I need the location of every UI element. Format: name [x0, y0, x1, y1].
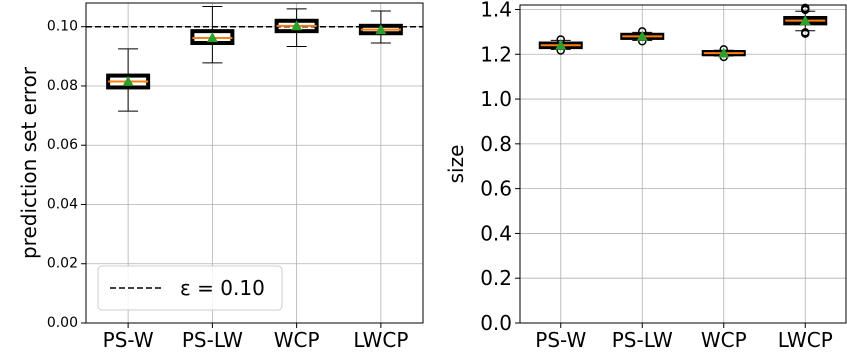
x-tick-label: WCP	[701, 328, 747, 352]
y-tick-label: 0.4	[480, 221, 512, 245]
legend: ε = 0.10	[97, 265, 283, 311]
legend-box	[97, 265, 283, 311]
axes-frame	[519, 4, 847, 324]
mean-marker	[718, 47, 730, 58]
y-tick-label: 0.2	[480, 266, 512, 290]
box-PS-W	[106, 48, 151, 112]
x-tick-label: PS-W	[103, 328, 154, 352]
y-axis-label: size	[444, 145, 468, 184]
y-tick-label: 1.2	[480, 42, 512, 66]
y-tick-label: 0.8	[480, 132, 512, 156]
set-size-chart: 0.0 0.2 0.4 0.6 0.8 1.0 1.2 1.4 PS-W PS-LW WCP LWCP…	[444, 0, 847, 352]
box-WCP	[701, 45, 746, 62]
y-tick-label: 0.04	[47, 196, 78, 212]
box-LWCP	[783, 3, 828, 38]
y-axis-label: prediction set error	[17, 66, 41, 259]
box-PS-LW	[190, 6, 235, 64]
axes-frame	[85, 2, 424, 324]
y-tick-label: 0.00	[47, 315, 78, 331]
box-LWCP	[358, 10, 403, 44]
outlier-point	[801, 28, 810, 37]
mean-marker	[122, 76, 134, 86]
y-tick-label: 0.02	[47, 256, 78, 272]
y-tick-label: 0.08	[47, 78, 78, 94]
box-PS-W	[538, 35, 583, 55]
y-tick-label: 1.4	[480, 0, 512, 21]
x-tick-label: LWCP	[778, 328, 833, 352]
mean-marker	[375, 24, 387, 35]
y-tick-label: 0.0	[480, 311, 512, 335]
mean-marker	[206, 32, 218, 43]
mean-marker	[291, 20, 303, 31]
y-tick-label: 0.6	[480, 177, 512, 201]
y-tick-label: 0.06	[47, 137, 78, 153]
x-tick-label: LWCP	[353, 328, 408, 352]
prediction-error-chart: 0.00 0.02 0.04 0.06 0.08 0.10 PS-W PS-LW WCP LWCP…	[17, 2, 424, 352]
y-tick-label: 1.0	[480, 87, 512, 111]
mean-marker	[636, 30, 648, 41]
x-tick-label: WCP	[274, 328, 320, 352]
x-tick-label: PS-LW	[182, 328, 243, 352]
outlier-point	[801, 3, 810, 13]
mean-marker	[555, 39, 567, 50]
y-tick-label: 0.10	[47, 19, 78, 35]
legend-label: ε = 0.10	[180, 276, 265, 300]
x-tick-label: PS-W	[535, 328, 586, 352]
box-WCP	[274, 8, 319, 48]
box-PS-LW	[620, 27, 665, 46]
x-tick-label: PS-LW	[612, 328, 673, 352]
mean-marker	[799, 15, 811, 26]
